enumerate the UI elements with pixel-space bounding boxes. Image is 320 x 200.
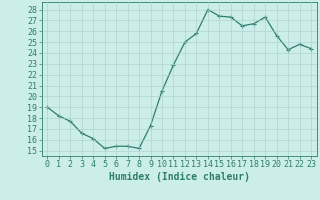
X-axis label: Humidex (Indice chaleur): Humidex (Indice chaleur) xyxy=(109,172,250,182)
